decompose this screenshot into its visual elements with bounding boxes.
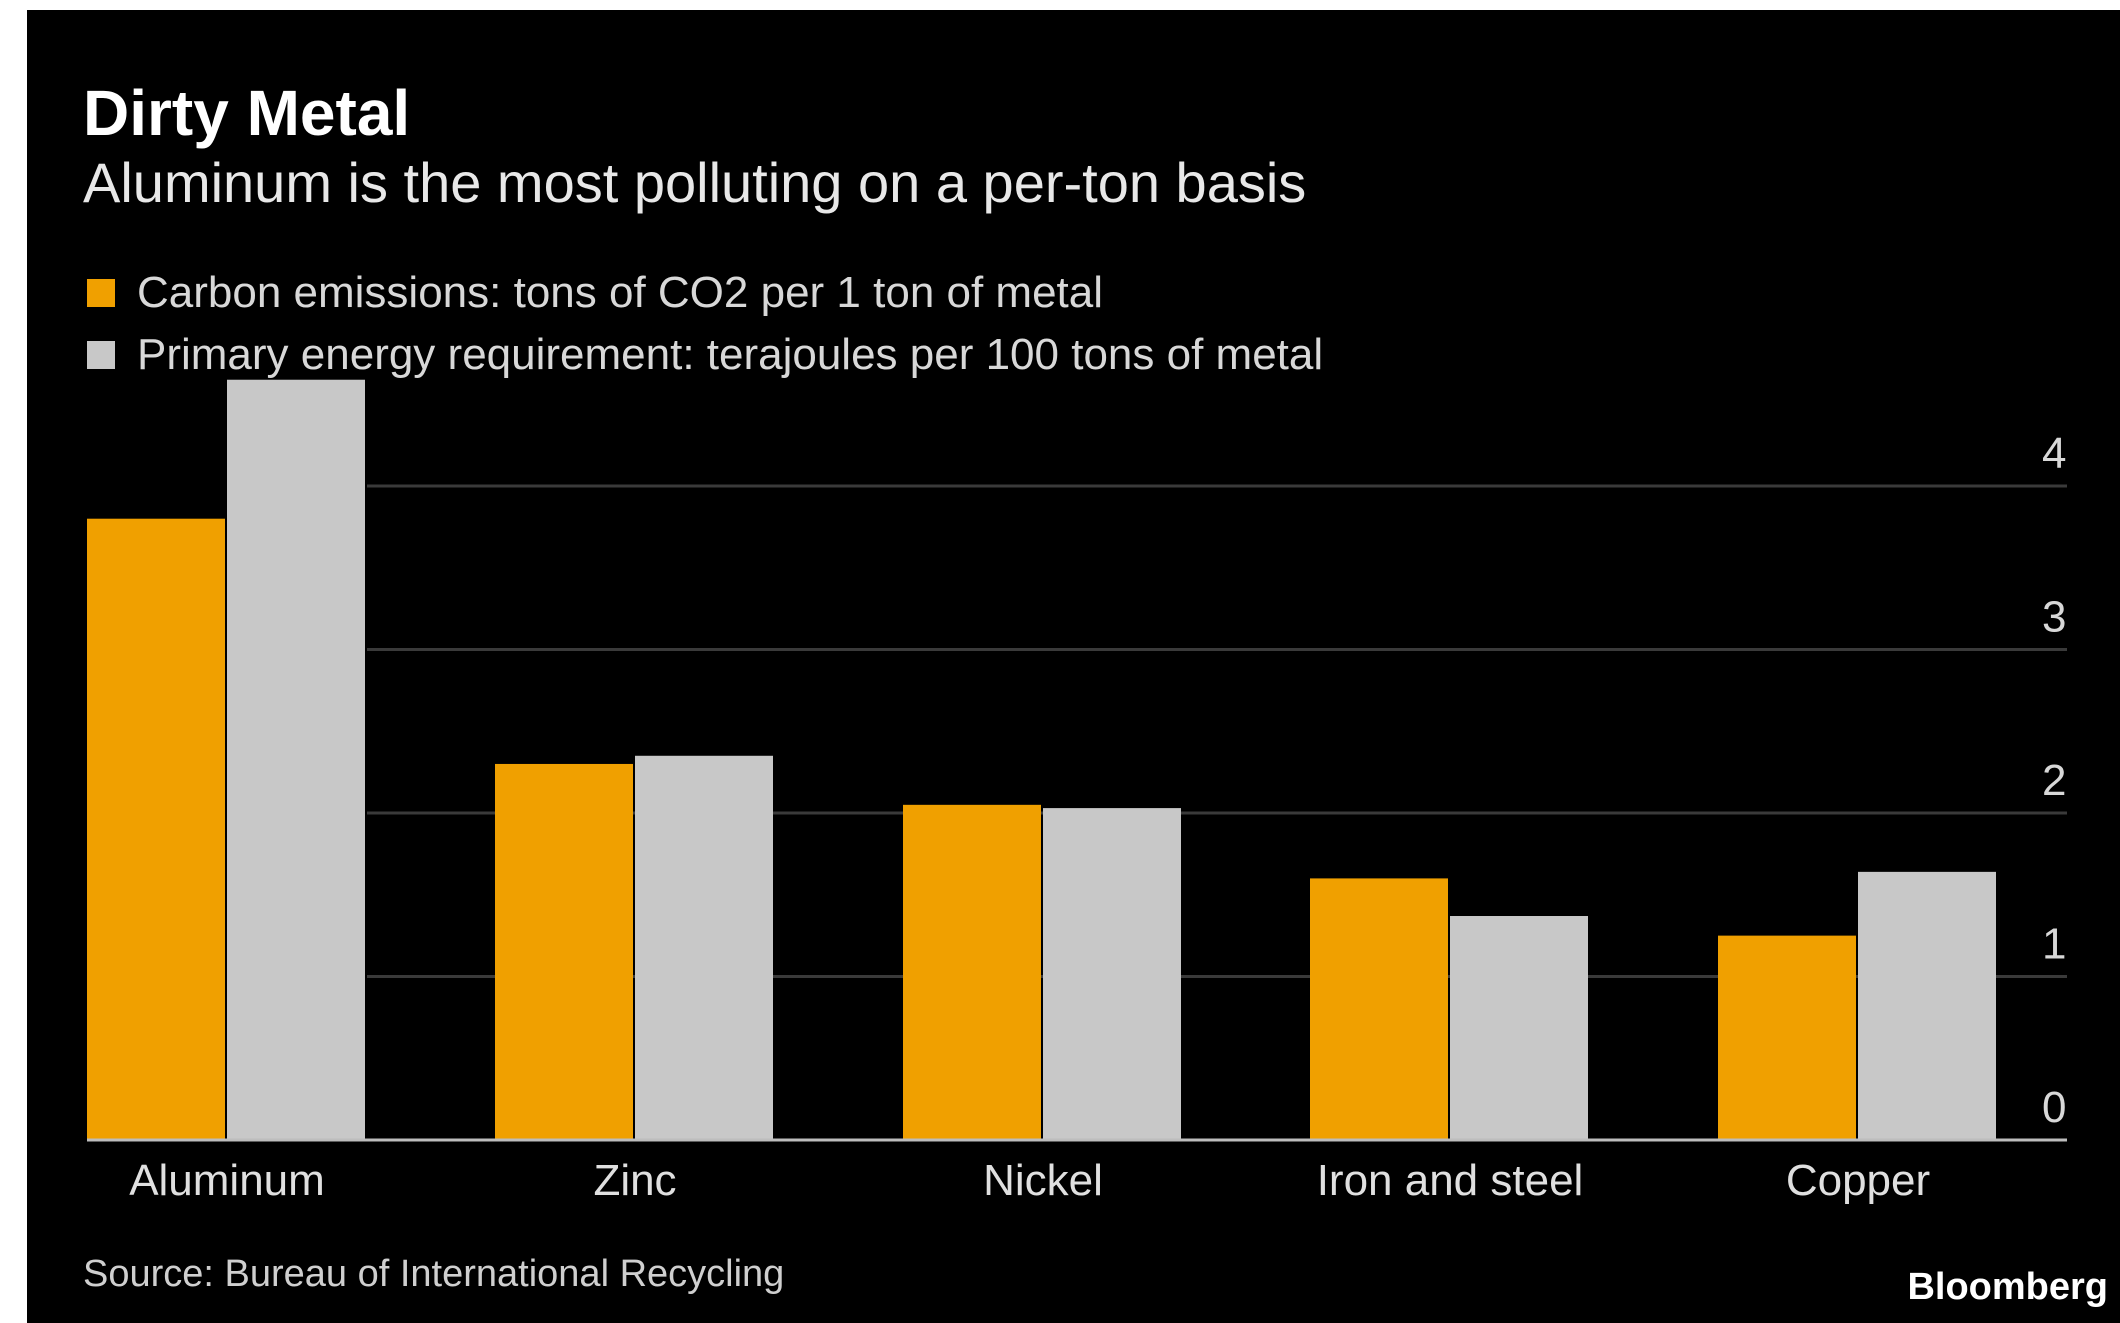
- legend-swatch-primary-energy: [87, 341, 115, 369]
- x-tick-label-zinc: Zinc: [593, 1156, 676, 1205]
- y-tick-label-4: 4: [2042, 429, 2066, 478]
- bar-iron-and-steel-carbon-emissions: [1310, 878, 1448, 1140]
- bar-copper-primary-energy: [1858, 871, 1996, 1140]
- chart-title: Dirty Metal: [83, 77, 411, 149]
- bar-nickel-primary-energy: [1043, 808, 1181, 1140]
- chart-subtitle: Aluminum is the most polluting on a per-…: [83, 151, 1307, 214]
- legend-swatch-carbon-emissions: [87, 279, 115, 307]
- y-tick-label-1: 1: [2042, 920, 2066, 969]
- legend-label-carbon-emissions: Carbon emissions: tons of CO2 per 1 ton …: [137, 268, 1104, 317]
- bar-aluminum-primary-energy: [227, 379, 365, 1141]
- x-tick-label-copper: Copper: [1786, 1156, 1930, 1205]
- y-tick-label-2: 2: [2042, 756, 2066, 805]
- bar-chart: 0 1 2 3 4 Aluminum Zinc Nickel Iron and steel Cop…: [87, 379, 2067, 1205]
- bar-aluminum-carbon-emissions: [87, 518, 225, 1140]
- bar-zinc-carbon-emissions: [495, 763, 633, 1140]
- source-note: Source: Bureau of International Recyclin…: [83, 1253, 785, 1295]
- x-tick-label-nickel: Nickel: [983, 1156, 1103, 1205]
- legend-item-primary-energy: Primary energy requirement: terajoules p…: [87, 330, 1323, 380]
- bloomberg-logo: Bloomberg: [1907, 1266, 2108, 1308]
- bar-zinc-primary-energy: [635, 755, 773, 1140]
- legend-item-carbon-emissions: Carbon emissions: tons of CO2 per 1 ton …: [87, 268, 1103, 318]
- bar-copper-carbon-emissions: [1718, 935, 1856, 1140]
- bar-nickel-carbon-emissions: [903, 804, 1041, 1140]
- y-tick-label-3: 3: [2042, 593, 2066, 642]
- bar-iron-and-steel-primary-energy: [1450, 916, 1588, 1140]
- legend-label-primary-energy: Primary energy requirement: terajoules p…: [137, 330, 1324, 379]
- chart-frame: Dirty Metal Aluminum is the most polluti…: [27, 10, 2120, 1323]
- y-tick-label-0: 0: [2042, 1083, 2066, 1132]
- x-tick-label-aluminum: Aluminum: [129, 1156, 325, 1205]
- x-tick-label-iron-and-steel: Iron and steel: [1317, 1156, 1584, 1205]
